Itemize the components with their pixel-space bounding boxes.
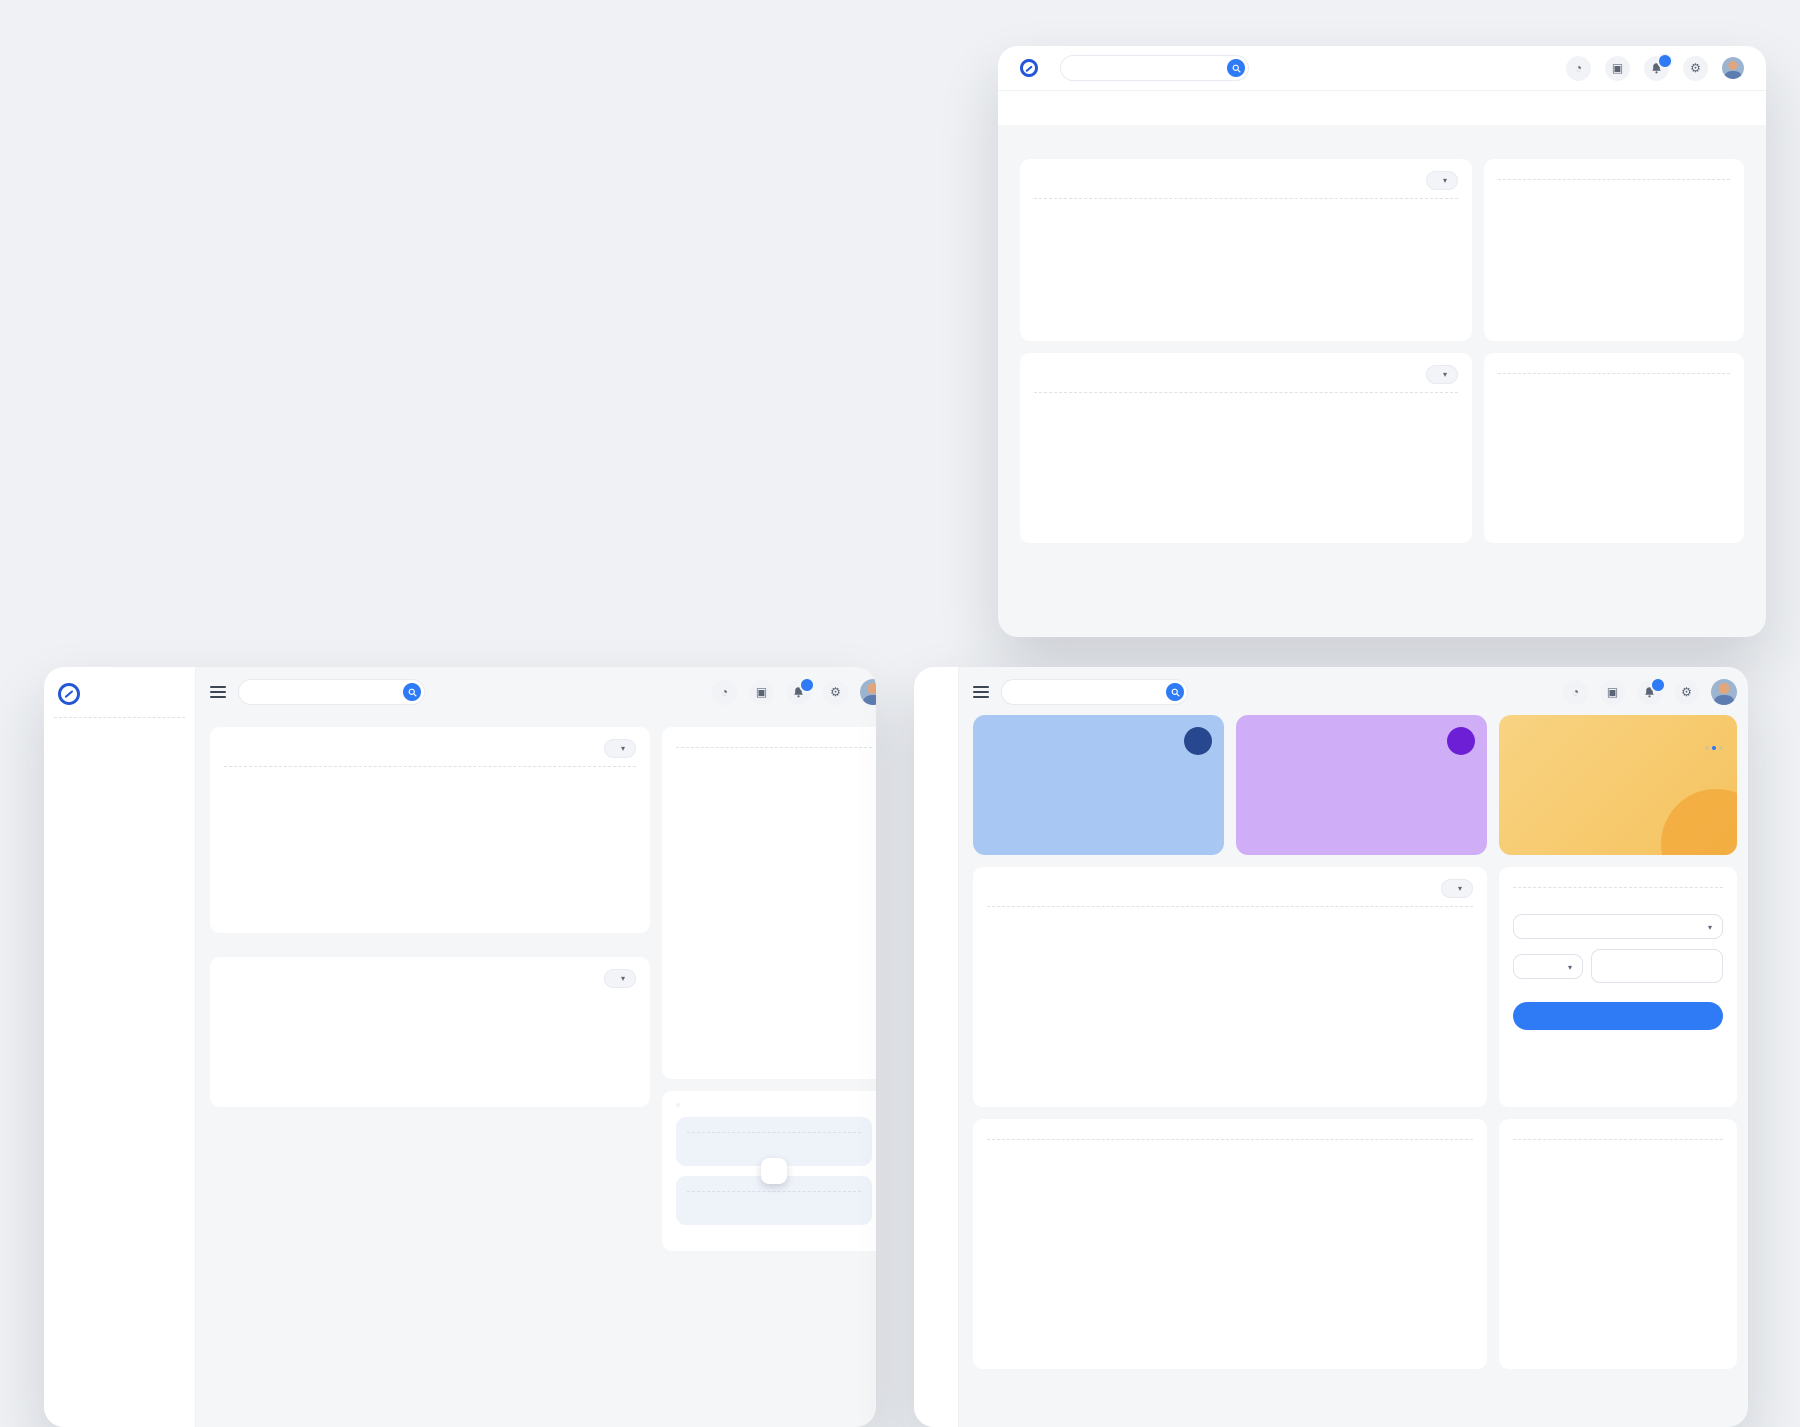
search-icon[interactable] [403, 683, 421, 701]
contacts-panel [1499, 1119, 1737, 1369]
apps-icon[interactable]: ▣ [749, 679, 774, 705]
brand[interactable] [54, 679, 185, 718]
trade-panel [662, 1091, 876, 1251]
search-icon[interactable] [1166, 683, 1184, 701]
chevron-down-icon: ▾ [1442, 176, 1447, 185]
bell-icon[interactable] [1637, 676, 1666, 705]
crypto-header: ◔ ▣ ⚙ [210, 676, 876, 705]
balance-statistics-chart [987, 915, 1473, 1067]
hamburger-icon[interactable] [210, 686, 226, 698]
bell-icon[interactable] [786, 676, 815, 705]
currency-select[interactable]: ▾ [1513, 953, 1583, 979]
notification-badge [1657, 52, 1673, 69]
chevron-down-icon: ▾ [1442, 370, 1447, 379]
spend-box [676, 1117, 872, 1166]
chevron-down-icon: ▾ [620, 974, 625, 983]
income-arrow-down-icon[interactable] [1184, 727, 1212, 755]
softify-logo-icon [58, 683, 80, 705]
expenses-polar-chart [987, 1151, 1157, 1301]
search-input[interactable] [1014, 685, 1158, 699]
analytics-header: ◔ ▣ ⚙ [998, 46, 1766, 90]
search-input[interactable] [1073, 61, 1219, 75]
current-subject-panel [1484, 353, 1744, 543]
gear-icon[interactable]: ⚙ [823, 679, 848, 705]
card-pagination-dots[interactable] [1705, 746, 1723, 750]
market-graph-panel: ▾ [210, 727, 650, 933]
trade-tabs [676, 1103, 680, 1107]
amount-input[interactable] [1602, 962, 1716, 975]
spend-amount-input[interactable] [687, 1140, 761, 1157]
crypto-sidebar [44, 667, 196, 1427]
current-subject-radar [1498, 382, 1726, 532]
sort-dropdown[interactable]: ▾ [603, 739, 636, 758]
receive-box [676, 1176, 872, 1225]
portfolio-panel [662, 727, 876, 1079]
chevron-down-icon: ▾ [1567, 962, 1572, 972]
gear-icon[interactable]: ⚙ [1683, 55, 1708, 81]
expenses-card [1236, 715, 1487, 855]
hamburger-icon[interactable] [973, 686, 989, 698]
receive-amount-input[interactable] [687, 1199, 761, 1216]
search-icon[interactable] [1227, 59, 1245, 77]
sort-dropdown[interactable]: ▾ [1425, 171, 1458, 190]
search-bar[interactable] [238, 679, 425, 705]
analytics-dashboard: ◔ ▣ ⚙ ▾ [998, 46, 1766, 637]
balance-statistics-panel: ▾ [973, 867, 1487, 1107]
banking-header: ◔ ▣ ⚙ [973, 676, 1737, 705]
chevron-down-icon: ▾ [620, 744, 625, 753]
history-icon[interactable]: ◔ [712, 679, 737, 705]
history-icon[interactable]: ◔ [1563, 679, 1588, 705]
portfolio-donut [676, 756, 872, 890]
sort-dropdown[interactable]: ▾ [1440, 879, 1473, 898]
hero-section [72, 58, 862, 104]
market-graph-chart [224, 775, 636, 903]
transfer-now-button[interactable] [1513, 1002, 1723, 1030]
bell-icon[interactable] [1644, 52, 1673, 81]
quick-transfer-panel: ▾ ▾ [1499, 867, 1737, 1107]
notification-badge [1650, 676, 1666, 693]
current-visits-panel [1484, 159, 1744, 341]
swap-icon[interactable] [761, 1158, 787, 1184]
user-avatar[interactable] [860, 679, 876, 705]
current-balance-card [1499, 715, 1737, 855]
apps-icon[interactable]: ▣ [1605, 55, 1630, 81]
decor-circle [1661, 789, 1737, 855]
apps-icon[interactable]: ▣ [1600, 679, 1625, 705]
current-visits-pie [1500, 188, 1728, 296]
user-avatar[interactable] [1711, 679, 1737, 705]
gear-icon[interactable]: ⚙ [1674, 679, 1699, 705]
bank-select[interactable]: ▾ [1513, 914, 1723, 939]
chevron-down-icon: ▾ [1457, 884, 1462, 893]
expenses-sparkline [1236, 805, 1487, 855]
notification-badge [799, 676, 815, 693]
income-sparkline [973, 805, 1224, 855]
user-avatar[interactable] [1722, 57, 1744, 79]
sort-dropdown[interactable]: ▾ [1425, 365, 1458, 384]
banking-dashboard: ◔ ▣ ⚙ [914, 667, 1748, 1427]
analytics-nav [998, 90, 1766, 125]
search-input[interactable] [251, 685, 395, 699]
website-visits-panel: ▾ [1020, 159, 1472, 341]
amount-field[interactable] [1591, 949, 1723, 983]
expenses-arrow-up-icon[interactable] [1447, 727, 1475, 755]
sort-dropdown[interactable]: ▾ [603, 969, 636, 988]
income-card [973, 715, 1224, 855]
crypto-dashboard: ◔ ▣ ⚙ ▾ [44, 667, 876, 1427]
banking-icon-sidebar [914, 667, 959, 1427]
conversion-rates-panel: ▾ [1020, 353, 1472, 543]
search-bar[interactable] [1060, 55, 1249, 81]
search-bar[interactable] [1001, 679, 1188, 705]
website-visits-chart [1034, 207, 1458, 329]
history-icon[interactable]: ◔ [1566, 55, 1591, 81]
expenses-categories-panel [973, 1119, 1487, 1369]
my-currencies-panel: ▾ [210, 957, 650, 1107]
softify-logo-icon [1020, 59, 1038, 77]
chevron-down-icon: ▾ [1707, 923, 1712, 932]
brand[interactable] [1020, 59, 1046, 77]
